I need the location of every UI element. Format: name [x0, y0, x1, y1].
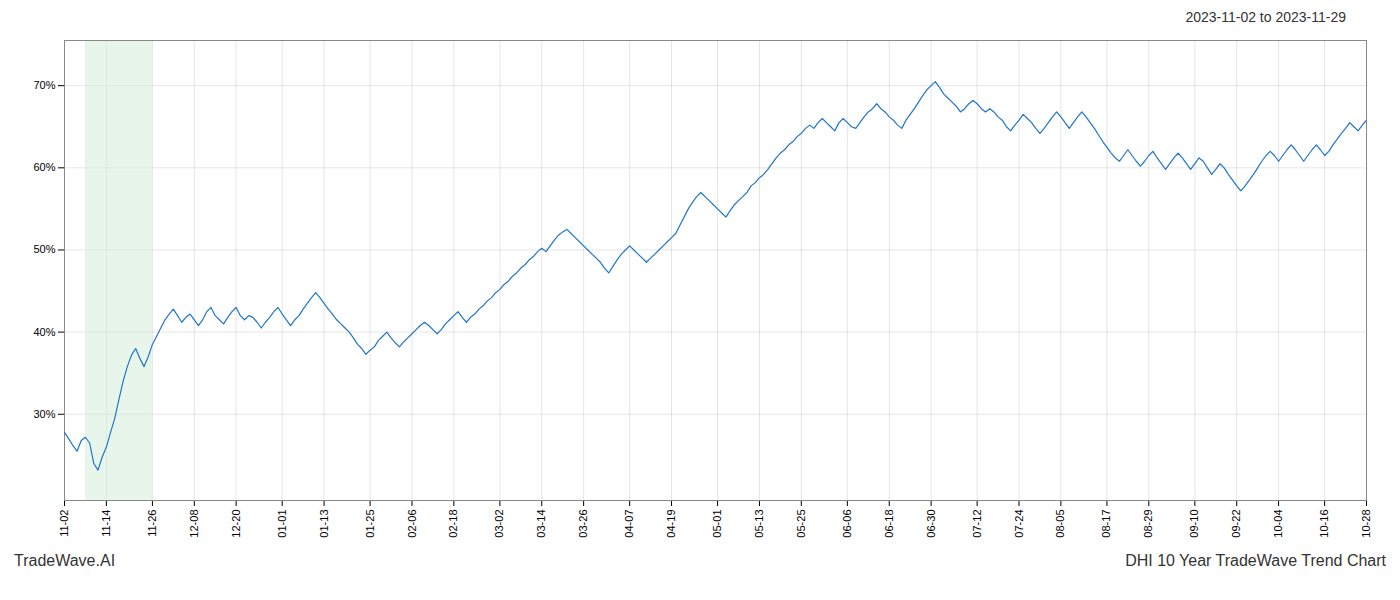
- html-text:TradeWave.AI: TradeWave.AI: [14, 552, 116, 569]
- svg-text:08-05: 08-05: [1054, 510, 1066, 538]
- svg-text:04-07: 04-07: [623, 510, 635, 538]
- svg-text:11-02: 11-02: [58, 510, 70, 537]
- svg-text:03-26: 03-26: [577, 510, 589, 538]
- svg-text:10-04: 10-04: [1272, 510, 1284, 538]
- svg-text:05-25: 05-25: [795, 510, 807, 538]
- svg-text:01-25: 01-25: [364, 510, 376, 538]
- svg-text:03-14: 03-14: [535, 510, 547, 538]
- svg-text:06-18: 06-18: [883, 510, 895, 538]
- svg-text:06-06: 06-06: [841, 510, 853, 538]
- svg-text:07-12: 07-12: [971, 510, 983, 538]
- svg-text:12-08: 12-08: [188, 510, 200, 538]
- svg-text:05-01: 05-01: [711, 510, 723, 538]
- svg-text:08-17: 08-17: [1100, 510, 1112, 538]
- svg-text:01-01: 01-01: [276, 510, 288, 538]
- svg-text:70%: 70%: [33, 79, 55, 91]
- svg-text:10-28: 10-28: [1360, 510, 1372, 538]
- svg-text:09-10: 09-10: [1188, 510, 1200, 538]
- svg-text:04-19: 04-19: [665, 510, 677, 538]
- svg-text:11-14: 11-14: [100, 510, 112, 537]
- svg-text:12-20: 12-20: [230, 510, 242, 538]
- svg-text:01-13: 01-13: [318, 510, 330, 538]
- html-text:DHI 10 Year TradeWave Trend Ch: DHI 10 Year TradeWave Trend Chart: [1125, 552, 1386, 569]
- svg-text:10-16: 10-16: [1318, 510, 1330, 538]
- svg-text:60%: 60%: [33, 161, 55, 173]
- svg-text:40%: 40%: [33, 326, 55, 338]
- svg-text:30%: 30%: [33, 408, 55, 420]
- svg-text:11-26: 11-26: [146, 510, 158, 537]
- svg-text:08-29: 08-29: [1142, 510, 1154, 538]
- svg-text:50%: 50%: [33, 243, 55, 255]
- svg-text:05-13: 05-13: [753, 510, 765, 538]
- html-text:2023-11-02 to 2023-11-29: 2023-11-02 to 2023-11-29: [1185, 9, 1346, 25]
- svg-text:06-30: 06-30: [925, 510, 937, 538]
- svg-text:02-18: 02-18: [447, 510, 459, 538]
- svg-text:03-02: 03-02: [493, 510, 505, 538]
- svg-text:02-06: 02-06: [405, 510, 417, 538]
- svg-text:07-24: 07-24: [1013, 510, 1025, 538]
- svg-text:09-22: 09-22: [1230, 510, 1242, 538]
